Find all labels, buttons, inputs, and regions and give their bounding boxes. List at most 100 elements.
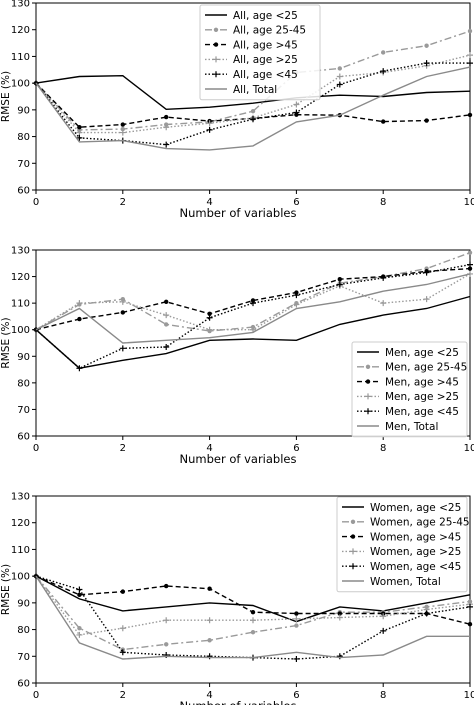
data-point: [337, 66, 342, 71]
y-tick-label: 120: [11, 25, 30, 36]
data-point: [120, 589, 126, 594]
legend-item: Women, age >45: [342, 531, 461, 543]
legend-label: Men, age >25: [385, 391, 459, 403]
data-point: [467, 622, 473, 627]
data-point: [380, 68, 387, 75]
data-point: [424, 118, 429, 123]
legend-item: All, age <25: [205, 10, 298, 22]
data-point: [163, 312, 170, 319]
y-axis-label: RMSE (%): [0, 564, 12, 615]
legend-marker: [350, 548, 356, 555]
legend-item: Women, age 25-45: [342, 517, 470, 529]
legend-box: [351, 341, 468, 438]
y-tick-label: 110: [11, 545, 30, 556]
plot-area-frame: [35, 495, 471, 684]
legend-item: All, age <45: [205, 69, 298, 81]
data-point: [76, 586, 83, 593]
x-tick-label: 2: [120, 690, 126, 701]
legend-item: Women, Total: [342, 576, 441, 588]
series-6: [35, 575, 470, 660]
legend-marker: [350, 563, 356, 570]
data-point: [293, 109, 300, 116]
y-axis-label: RMSE (%): [0, 71, 12, 122]
y-tick-label: 90: [17, 598, 30, 609]
data-point: [250, 116, 256, 123]
legend-marker: [350, 534, 356, 539]
chart-panel-2: 0 2 4 6 8 10 60 70 80 90 100 110 120 130 Number of var…: [0, 246, 474, 467]
data-point: [164, 583, 169, 589]
y-tick-label: 110: [11, 52, 30, 63]
data-point: [423, 269, 430, 276]
data-point: [163, 343, 170, 350]
data-point: [164, 299, 169, 305]
data-point: [467, 52, 473, 59]
series-6: [35, 66, 471, 151]
y-tick-label: 80: [17, 378, 30, 389]
legend-item: Men, Total: [357, 421, 438, 433]
legend-marker: [365, 379, 371, 384]
data-point: [164, 114, 169, 120]
legend-marker: [350, 519, 356, 524]
data-point: [467, 60, 473, 67]
data-point: [119, 345, 126, 352]
data-point: [206, 326, 213, 333]
legend-marker: [365, 364, 371, 369]
series-line: [35, 74, 471, 111]
data-point: [119, 298, 126, 305]
y-tick-label: 60: [17, 679, 30, 690]
data-point: [467, 250, 473, 255]
legend-label: All, age >25: [233, 54, 298, 66]
data-point: [120, 126, 126, 132]
y-tick-label: 100: [11, 325, 30, 336]
y-tick-label: 90: [17, 105, 30, 116]
series-line: [35, 54, 471, 134]
series-1: [35, 295, 471, 369]
data-point: [76, 631, 83, 638]
legend-box: [336, 496, 468, 593]
data-point: [336, 653, 343, 660]
data-point: [337, 277, 342, 282]
data-point: [163, 124, 170, 131]
x-axis-label: Number of variables: [180, 452, 297, 466]
series-2: [33, 250, 473, 334]
series-line: [35, 66, 471, 151]
legend-item: Women, age >25: [342, 546, 461, 558]
x-tick-label: 6: [293, 690, 299, 701]
legend-label: Men, age 25-45: [385, 362, 467, 374]
y-tick-label: 130: [11, 492, 30, 503]
x-tick-label: 2: [120, 197, 126, 208]
y-tick-label: 70: [17, 652, 30, 663]
data-point: [164, 642, 169, 647]
legend-label: Men, Total: [385, 421, 438, 433]
data-point: [250, 617, 256, 624]
legend-label: Women, age <25: [370, 502, 461, 514]
data-point: [380, 274, 387, 281]
legend-label: All, age <45: [233, 69, 298, 81]
data-point: [33, 326, 39, 333]
data-point: [76, 134, 83, 141]
x-tick-label: 0: [33, 443, 39, 454]
data-point: [380, 300, 387, 307]
data-point: [119, 129, 126, 136]
data-point: [293, 615, 300, 622]
data-point: [250, 610, 256, 615]
legend-item: Women, age <45: [342, 561, 461, 573]
data-point: [337, 611, 342, 616]
data-point: [207, 586, 212, 591]
x-tick-label: 10: [464, 690, 474, 701]
data-point: [336, 281, 343, 288]
legend-item: Men, age 25-45: [357, 362, 467, 374]
data-point: [293, 101, 300, 108]
x-axis-label: Number of variables: [180, 206, 297, 220]
x-tick-label: 10: [464, 197, 474, 208]
legend-item: All, age 25-45: [205, 25, 306, 37]
x-tick-label: 0: [33, 197, 39, 208]
data-point: [250, 630, 256, 635]
y-tick-label: 60: [17, 186, 30, 197]
data-point: [423, 610, 430, 617]
x-tick-label: 4: [206, 690, 212, 701]
data-point: [293, 292, 300, 299]
data-point: [77, 316, 82, 322]
y-tick-label: 100: [11, 572, 30, 583]
legend: Men, age <25 Men, age 25-45 Men, age >45 Me…: [351, 341, 468, 438]
